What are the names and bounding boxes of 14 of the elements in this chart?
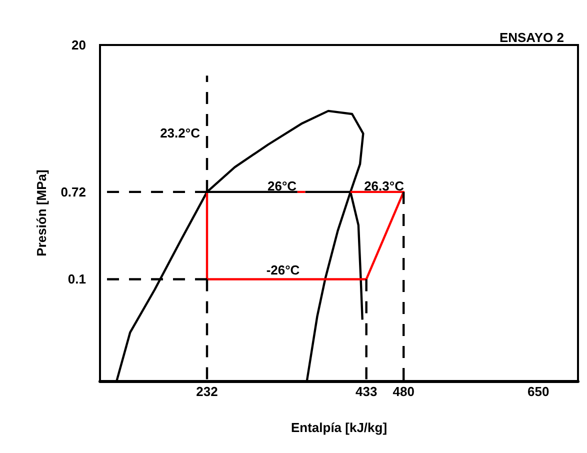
y-tick-label: 20: [72, 38, 86, 52]
chart-title: ENSAYO 2: [499, 30, 564, 45]
x-axis-title: Entalpía [kJ/kg]: [290, 420, 388, 435]
y-tick-label: 0.72: [60, 184, 86, 200]
y-tick-label: 0.1: [68, 272, 86, 287]
x-tick-label: 232: [196, 384, 218, 399]
x-tick-label: 650: [528, 384, 550, 399]
x-tick-label: 433: [355, 384, 378, 399]
x-tick-label: 480: [392, 384, 414, 399]
annotation: 26°C: [267, 178, 298, 194]
annotation: 23.2°C: [160, 126, 201, 140]
annotation: 26.3°C: [364, 178, 405, 194]
annotation: -26°C: [266, 262, 300, 278]
y-axis-title: Presión [MPa]: [34, 170, 49, 256]
